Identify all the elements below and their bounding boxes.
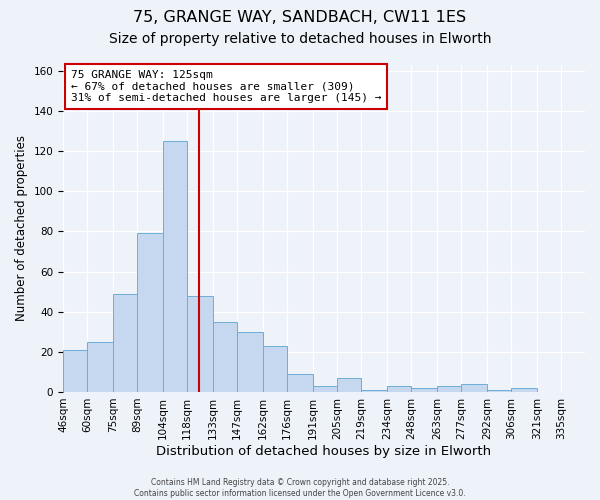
Bar (337, 378, 361, 392)
Bar (187, 296, 213, 392)
Text: 75 GRANGE WAY: 125sqm
← 67% of detached houses are smaller (309)
31% of semi-det: 75 GRANGE WAY: 125sqm ← 67% of detached … (71, 70, 382, 103)
Bar (63, 350, 87, 392)
Bar (113, 294, 137, 392)
X-axis label: Distribution of detached houses by size in Elworth: Distribution of detached houses by size … (157, 444, 491, 458)
Bar (263, 346, 287, 392)
Text: Contains HM Land Registry data © Crown copyright and database right 2025.
Contai: Contains HM Land Registry data © Crown c… (134, 478, 466, 498)
Bar (487, 390, 511, 392)
Y-axis label: Number of detached properties: Number of detached properties (15, 136, 28, 322)
Bar (163, 141, 187, 392)
Bar (511, 388, 537, 392)
Bar (411, 388, 437, 392)
Text: Size of property relative to detached houses in Elworth: Size of property relative to detached ho… (109, 32, 491, 46)
Bar (287, 374, 313, 392)
Bar (213, 322, 237, 392)
Bar (437, 386, 461, 392)
Bar (237, 332, 263, 392)
Bar (361, 390, 387, 392)
Bar (313, 386, 337, 392)
Bar (137, 234, 163, 392)
Bar (387, 386, 411, 392)
Text: 75, GRANGE WAY, SANDBACH, CW11 1ES: 75, GRANGE WAY, SANDBACH, CW11 1ES (133, 10, 467, 25)
Bar (87, 342, 113, 392)
Bar (461, 384, 487, 392)
